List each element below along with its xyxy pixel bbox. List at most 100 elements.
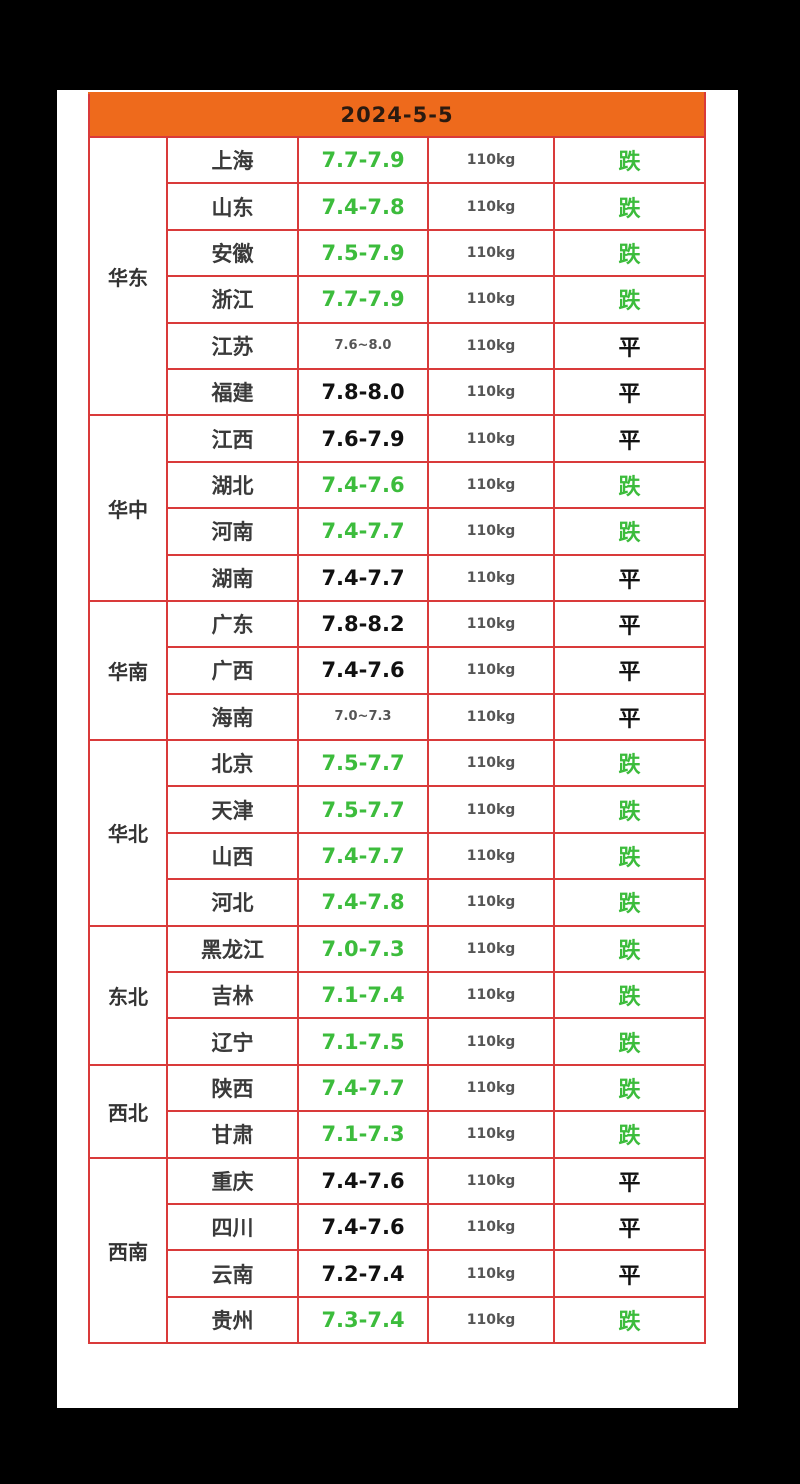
- table-row: 东北 黑龙江 7.0-7.3 110kg 跌: [88, 924, 707, 1066]
- trend-cell: 平: [552, 692, 707, 742]
- price-cell: 7.7-7.9: [297, 275, 429, 324]
- price-cell: 7.4-7.8: [297, 878, 429, 927]
- table-row: 湖北 7.4-7.6 110kg 跌: [89, 460, 707, 510]
- trend-cell: 跌: [552, 1063, 707, 1113]
- price-cell: 7.4-7.6: [297, 646, 429, 695]
- weight-cell: 110kg: [427, 1110, 555, 1159]
- province-cell: 山西: [166, 831, 299, 881]
- weight-cell: 110kg: [427, 182, 555, 231]
- table-row: 华南 广东 7.8-8.2 110kg 平: [88, 599, 707, 742]
- trend-cell: 平: [552, 414, 707, 463]
- weight-cell: 110kg: [427, 785, 555, 834]
- region-cell: 西南: [88, 1156, 168, 1345]
- province-cell: 黑龙江: [166, 924, 299, 974]
- price-cell: 7.4-7.6: [297, 460, 429, 510]
- table-row: 天津 7.5-7.7 110kg 跌: [89, 785, 707, 834]
- province-cell: 四川: [166, 1202, 299, 1252]
- price-cell: 7.6~8.0: [297, 321, 429, 370]
- province-cell: 甘肃: [166, 1110, 299, 1159]
- table-row: 山东 7.4-7.8 110kg 跌: [89, 182, 707, 231]
- trend-cell: 跌: [552, 785, 707, 834]
- province-cell: 陕西: [166, 1063, 299, 1113]
- table-row: 浙江 7.7-7.9 110kg 跌: [89, 275, 707, 324]
- province-cell: 安徽: [166, 228, 299, 278]
- province-cell: 湖南: [166, 553, 299, 602]
- price-cell: 7.0~7.3: [297, 692, 429, 742]
- price-cell: 7.1-7.5: [297, 1017, 429, 1066]
- region-cell: 华北: [88, 739, 168, 927]
- weight-cell: 110kg: [427, 228, 555, 278]
- table-row: 西北 陕西 7.4-7.7 110kg 跌: [88, 1063, 707, 1159]
- weight-cell: 110kg: [427, 321, 555, 370]
- trend-cell: 平: [552, 321, 707, 370]
- price-cell: 7.4-7.7: [297, 507, 429, 556]
- province-cell: 重庆: [166, 1156, 299, 1205]
- table-row: 贵州 7.3-7.4 110kg 跌: [89, 1295, 707, 1345]
- table-row: 华北 北京 7.5-7.7 110kg 跌: [88, 739, 707, 927]
- weight-cell: 110kg: [427, 1202, 555, 1252]
- province-cell: 吉林: [166, 971, 299, 1020]
- province-cell: 山东: [166, 182, 299, 231]
- price-table: 2024-5-5 华东 上海 7.7-7.9 110kg 跌山东 7.4-7.8 110kg…: [87, 92, 707, 1345]
- weight-cell: 110kg: [427, 831, 555, 881]
- province-cell: 辽宁: [166, 1017, 299, 1066]
- table-row: 吉林 7.1-7.4 110kg 跌: [89, 971, 707, 1020]
- trend-cell: 跌: [552, 831, 707, 881]
- weight-cell: 110kg: [427, 646, 555, 695]
- trend-cell: 平: [552, 553, 707, 602]
- trend-cell: 跌: [552, 739, 707, 788]
- trend-cell: 平: [552, 1249, 707, 1298]
- weight-cell: 110kg: [427, 1063, 555, 1113]
- table-row: 河北 7.4-7.8 110kg 跌: [89, 878, 707, 927]
- trend-cell: 跌: [552, 228, 707, 278]
- price-cell: 7.1-7.3: [297, 1110, 429, 1159]
- province-cell: 江苏: [166, 321, 299, 370]
- weight-cell: 110kg: [427, 971, 555, 1020]
- trend-cell: 跌: [552, 182, 707, 231]
- weight-cell: 110kg: [427, 739, 555, 788]
- province-cell: 云南: [166, 1249, 299, 1298]
- price-cell: 7.5-7.7: [297, 739, 429, 788]
- table-row: 华中 江西 7.6-7.9 110kg 平: [88, 414, 707, 602]
- province-cell: 海南: [166, 692, 299, 742]
- region-cell: 华中: [88, 414, 168, 602]
- price-cell: 7.7-7.9: [297, 135, 429, 185]
- province-cell: 江西: [166, 414, 299, 463]
- price-cell: 7.5-7.9: [297, 228, 429, 278]
- province-cell: 广西: [166, 646, 299, 695]
- table-row: 广西 7.4-7.6 110kg 平: [89, 646, 707, 695]
- weight-cell: 110kg: [427, 275, 555, 324]
- region-cell: 华南: [88, 599, 168, 742]
- price-cell: 7.8-8.2: [297, 599, 429, 649]
- table-row: 福建 7.8-8.0 110kg 平: [89, 367, 707, 417]
- price-cell: 7.4-7.7: [297, 1063, 429, 1113]
- weight-cell: 110kg: [427, 1156, 555, 1205]
- province-cell: 贵州: [166, 1295, 299, 1345]
- weight-cell: 110kg: [427, 367, 555, 417]
- weight-cell: 110kg: [427, 1017, 555, 1066]
- trend-cell: 跌: [552, 507, 707, 556]
- trend-cell: 跌: [552, 275, 707, 324]
- region-cell: 西北: [88, 1063, 168, 1159]
- trend-cell: 跌: [552, 924, 707, 974]
- price-cell: 7.3-7.4: [297, 1295, 429, 1345]
- date-header: 2024-5-5: [87, 92, 707, 138]
- table-row: 江苏 7.6~8.0 110kg 平: [89, 321, 707, 370]
- table-row: 西南 重庆 7.4-7.6 110kg 平: [88, 1156, 707, 1345]
- province-cell: 北京: [166, 739, 299, 788]
- trend-cell: 跌: [552, 1295, 707, 1345]
- price-cell: 7.4-7.7: [297, 831, 429, 881]
- trend-cell: 平: [552, 599, 707, 649]
- province-cell: 天津: [166, 785, 299, 834]
- weight-cell: 110kg: [427, 553, 555, 602]
- region-cell: 华东: [88, 135, 168, 417]
- price-cell: 7.0-7.3: [297, 924, 429, 974]
- province-cell: 上海: [166, 135, 299, 185]
- price-cell: 7.4-7.8: [297, 182, 429, 231]
- weight-cell: 110kg: [427, 1295, 555, 1345]
- price-cell: 7.4-7.6: [297, 1202, 429, 1252]
- price-cell: 7.4-7.7: [297, 553, 429, 602]
- trend-cell: 平: [552, 646, 707, 695]
- price-cell: 7.1-7.4: [297, 971, 429, 1020]
- header-row: 2024-5-5: [87, 92, 707, 138]
